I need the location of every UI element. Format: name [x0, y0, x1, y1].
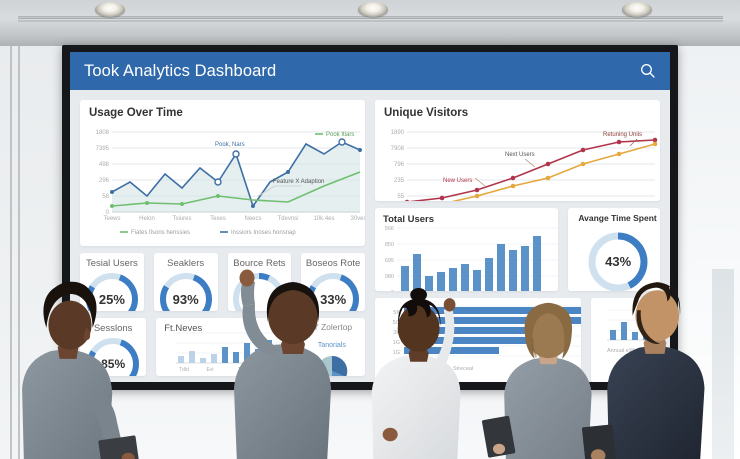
svg-text:296: 296 [99, 178, 110, 184]
svg-text:Next Users: Next Users [505, 152, 535, 158]
svg-text:55: 55 [397, 194, 404, 200]
svg-text:Pook Itiars: Pook Itiars [326, 132, 354, 138]
svg-text:7908: 7908 [391, 146, 405, 152]
svg-text:1808: 1808 [96, 130, 110, 136]
svg-text:10k.4es: 10k.4es [313, 216, 334, 222]
svg-text:566: 566 [385, 226, 394, 232]
svg-text:Tdevnsi: Tdevnsi [277, 216, 298, 222]
svg-text:Tdld: Tdld [179, 367, 189, 373]
svg-text:Retuning Uniis: Retuning Uniis [603, 132, 642, 138]
svg-text:Helon: Helon [139, 216, 155, 222]
svg-text:498: 498 [99, 162, 110, 168]
svg-text:1890: 1890 [391, 130, 405, 136]
svg-text:7395: 7395 [96, 146, 110, 152]
svg-text:Texes: Texes [210, 216, 226, 222]
svg-text:Neecs: Neecs [244, 216, 261, 222]
svg-text:New Users: New Users [443, 178, 472, 184]
svg-text:796: 796 [394, 162, 405, 168]
svg-text:Tsiures: Tsiures [172, 216, 191, 222]
svg-text:30vess: 30vess [350, 216, 365, 222]
svg-text:Teews: Teews [103, 216, 120, 222]
svg-text:Pook, Nars: Pook, Nars [215, 142, 245, 148]
svg-text:Feature X Adaption: Feature X Adaption [273, 179, 324, 185]
svg-text:235: 235 [394, 178, 405, 184]
svg-text:58: 58 [102, 194, 109, 200]
svg-text:Fiates fisons henssies: Fiates fisons henssies [131, 230, 190, 236]
